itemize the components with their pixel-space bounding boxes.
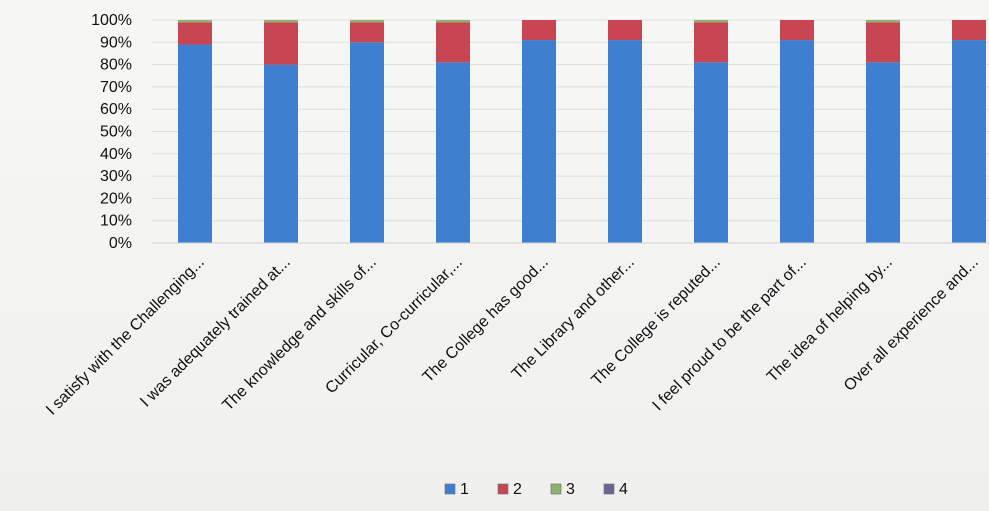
y-tick-label: 10% [100, 213, 132, 230]
y-tick-label: 60% [100, 101, 132, 118]
y-axis-layer: 0% 10% 20% 30% 40% 50% 60% 70% 80% 90% 100% [91, 12, 132, 252]
bar-segment-series-1-category-4 [436, 62, 470, 244]
bar-segment-series-2-category-1 [178, 22, 212, 45]
bar-segment-series-3-category-3 [350, 20, 384, 23]
bar-segment-series-2-category-9 [866, 22, 900, 63]
bar-segment-series-1-category-3 [350, 42, 384, 243]
bar-segment-series-2-category-2 [264, 22, 298, 65]
bars-layer [178, 20, 986, 244]
bar-segment-series-2-category-10 [952, 20, 986, 41]
x-axis-layer: I satisfy with the Challenging...I was a… [43, 242, 989, 419]
legend: 1 2 3 4 [444, 481, 628, 498]
bar-segment-series-3-category-1 [178, 20, 212, 23]
bar-segment-series-2-category-6 [608, 20, 642, 41]
y-tick-label: 20% [100, 190, 132, 207]
legend-swatch [550, 483, 562, 495]
legend-item-2: 2 [497, 481, 522, 498]
bar-segment-series-3-category-4 [436, 20, 470, 23]
y-tick-label: 100% [91, 12, 132, 29]
bar-segment-series-3-category-2 [264, 20, 298, 23]
category-label: Curricular, Co-curricular,... [322, 254, 465, 397]
bar-segment-series-1-category-10 [952, 40, 986, 243]
y-tick-label: 40% [100, 146, 132, 163]
bar-segment-series-3-category-9 [866, 20, 900, 23]
bar-segment-series-3-category-7 [694, 20, 728, 23]
bar-segment-series-1-category-8 [780, 40, 814, 243]
y-tick-label: 50% [100, 124, 132, 141]
bar-segment-series-1-category-5 [522, 40, 556, 243]
bar-segment-series-2-category-5 [522, 20, 556, 41]
bar-segment-series-1-category-9 [866, 62, 900, 244]
bar-segment-series-2-category-8 [780, 20, 814, 41]
legend-item-4: 4 [603, 481, 628, 498]
bar-segment-series-1-category-2 [264, 64, 298, 243]
bar-segment-series-1-category-6 [608, 40, 642, 243]
legend-label: 3 [566, 481, 575, 498]
bar-segment-series-1-category-7 [694, 62, 728, 244]
legend-label: 1 [460, 481, 469, 498]
y-tick-label: 30% [100, 168, 132, 185]
legend-swatch [497, 483, 509, 495]
category-label: The knowledge and skills of... [219, 254, 379, 414]
y-tick-label: 80% [100, 57, 132, 74]
legend-swatch [603, 483, 615, 495]
y-tick-label: 90% [100, 34, 132, 51]
category-label: I feel proud to be the part of... [649, 254, 809, 414]
bar-segment-series-2-category-4 [436, 22, 470, 63]
legend-swatch [444, 483, 456, 495]
legend-label: 2 [513, 481, 522, 498]
bar-segment-series-1-category-1 [178, 44, 212, 243]
category-label: I satisfy with the Challenging... [43, 254, 208, 419]
bar-segment-series-2-category-7 [694, 22, 728, 63]
legend-item-3: 3 [550, 481, 575, 498]
bar-segment-series-2-category-3 [350, 22, 384, 43]
legend-item-1: 1 [444, 481, 469, 498]
legend-label: 4 [619, 481, 628, 498]
y-tick-label: 0% [109, 235, 132, 252]
y-tick-label: 70% [100, 79, 132, 96]
category-label: I was adequately trained at... [137, 254, 294, 411]
